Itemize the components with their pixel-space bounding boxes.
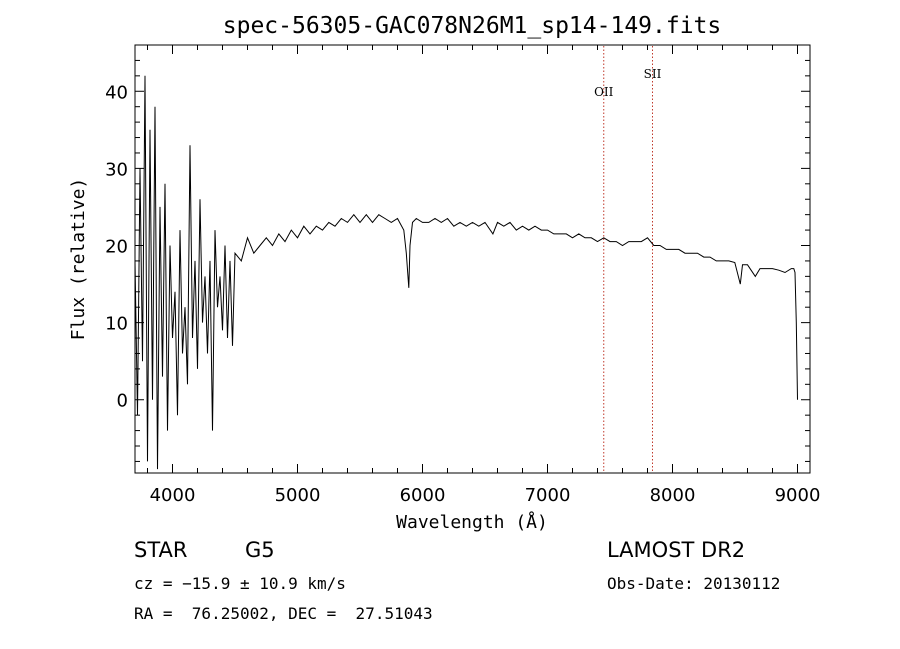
x-tick-label: 7000 [525,485,571,506]
info-subclass: G5 [245,538,275,562]
y-axis-label: Flux (relative) [68,178,89,341]
y-tick-label: 40 [105,82,128,103]
info-class: STAR [134,538,188,562]
x-axis-ticks: 4000 5000 6000 7000 8000 9000 [147,45,821,506]
info-survey: LAMOST DR2 [607,538,746,562]
plot-clip-group: OII SII [135,46,798,472]
y-tick-label: 30 [105,159,128,180]
spectrum-line [135,75,798,470]
info-cz: cz = −15.9 ± 10.9 km/s [134,574,346,593]
x-tick-label: 5000 [275,485,321,506]
x-tick-label: 9000 [775,485,821,506]
marker-layer: OII SII [594,46,662,472]
y-axis-ticks: 0 10 20 30 40 [105,44,810,462]
y-tick-label: 20 [105,237,128,258]
info-coords: RA = 76.25002, DEC = 27.51043 [134,604,433,623]
x-tick-label: 8000 [650,485,696,506]
info-obs-date: Obs-Date: 20130112 [607,574,781,593]
marker-label-sii: SII [644,67,662,81]
y-tick-label: 0 [117,391,128,412]
x-axis-label: Wavelength (Å) [396,511,548,533]
plot-frame [134,44,811,474]
x-tick-label: 4000 [150,485,196,506]
x-tick-label: 6000 [400,485,446,506]
chart-title: spec-56305-GAC078N26M1_sp14-149.fits [223,13,722,39]
marker-label-oii: OII [594,85,614,99]
y-tick-label: 10 [105,314,128,335]
